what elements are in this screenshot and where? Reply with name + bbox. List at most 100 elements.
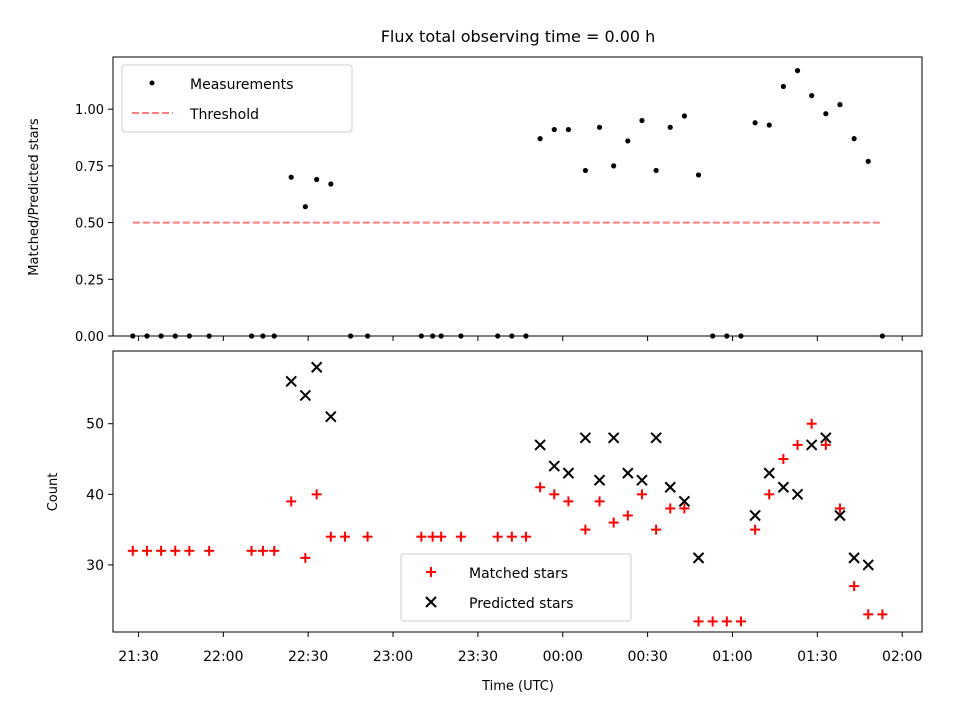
- matched-star-point: [636, 489, 647, 500]
- measurement-point: [288, 174, 294, 180]
- x-tick-label: 00:30: [627, 649, 667, 665]
- matched-star-point: [608, 517, 619, 528]
- predicted-star-point: [325, 410, 337, 423]
- matched-star-point: [520, 531, 531, 542]
- matched-star-point: [877, 609, 888, 620]
- predicted-star-point: [607, 432, 620, 444]
- top-legend: Measurements Threshold: [121, 64, 353, 133]
- measurement-point: [537, 136, 543, 142]
- matched-star-point: [792, 439, 803, 450]
- predicted-star-point: [692, 552, 705, 564]
- matched-star-point: [863, 609, 874, 620]
- predicted-star-point: [534, 439, 546, 451]
- bottom-y-tick-label: 30: [86, 558, 104, 574]
- top-legend-box: [121, 64, 353, 133]
- measurement-point: [865, 158, 871, 164]
- top-y-tick-label: 1.00: [75, 103, 104, 118]
- predicted-star-point: [593, 474, 606, 486]
- legend-matched-label: Matched stars: [469, 566, 568, 582]
- matched-star-point: [594, 496, 605, 507]
- predicted-star-point: [749, 509, 761, 522]
- matched-star-point: [778, 454, 789, 465]
- matched-star-point: [427, 531, 438, 542]
- matched-star-point: [806, 418, 817, 429]
- matched-star-point: [269, 545, 280, 556]
- measurement-point: [837, 102, 843, 108]
- measurement-point: [752, 120, 758, 126]
- matched-star-point: [693, 616, 704, 627]
- predicted-star-point: [834, 509, 846, 522]
- predicted-star-point: [862, 559, 874, 571]
- measurement-point: [314, 176, 320, 183]
- predicted-star-point: [763, 467, 775, 479]
- measurement-point: [302, 204, 308, 210]
- matched-star-point: [549, 489, 560, 500]
- predicted-star-point: [622, 467, 634, 479]
- matched-star-point: [492, 531, 503, 542]
- measurement-point: [653, 167, 659, 174]
- matched-star-point: [563, 496, 574, 507]
- bottom-x-axis: 21:30 22:00 22:30 23:00 23:30 00:00 00:30 01:00…: [118, 632, 922, 665]
- measurement-point: [639, 117, 645, 124]
- bottom-plot-area: [127, 361, 888, 627]
- predicted-star-point: [579, 432, 592, 444]
- measurement-point: [695, 172, 702, 178]
- matched-star-point: [127, 545, 138, 556]
- matched-star-point: [750, 524, 761, 535]
- matched-star-point: [622, 510, 633, 521]
- predicted-star-point: [848, 552, 860, 564]
- x-tick-label: 23:00: [373, 649, 413, 665]
- legend-measurements-marker: [149, 80, 155, 86]
- x-tick-label: 00:00: [543, 649, 583, 665]
- x-tick-label: 23:30: [458, 649, 498, 665]
- legend-predicted-marker: [425, 596, 437, 608]
- predicted-star-point: [650, 432, 662, 444]
- matched-star-point: [651, 524, 662, 535]
- matched-star-point: [184, 545, 195, 556]
- top-x-axis-ticks: [137, 336, 903, 341]
- predicted-star-point: [777, 481, 790, 493]
- x-tick-label: 22:30: [288, 649, 328, 665]
- x-tick-label: 01:30: [797, 649, 837, 665]
- x-tick-label: 22:00: [203, 649, 243, 665]
- measurement-point: [681, 113, 687, 119]
- matched-star-point: [362, 531, 373, 542]
- matched-star-point: [246, 545, 257, 556]
- matched-star-point: [170, 545, 181, 556]
- measurement-point: [823, 111, 829, 117]
- x-tick-label: 21:30: [118, 649, 158, 665]
- matched-star-point: [707, 616, 718, 627]
- bottom-legend-box: [400, 553, 632, 622]
- matched-star-point: [679, 503, 690, 514]
- matched-star-point: [300, 552, 311, 563]
- top-y-tick-label: 0.50: [75, 217, 104, 232]
- predicted-star-point: [299, 389, 312, 402]
- matched-star-point: [257, 545, 268, 556]
- measurement-point: [667, 124, 673, 130]
- measurement-point: [565, 126, 572, 133]
- matched-star-point: [506, 531, 517, 542]
- matched-star-point: [455, 531, 466, 542]
- top-plot-area: [130, 68, 885, 339]
- top-y-axis-label: Matched/Predicted stars: [27, 118, 42, 276]
- measurement-point: [794, 68, 801, 74]
- matched-star-point: [436, 531, 447, 542]
- measurement-point: [766, 122, 772, 128]
- top-y-tick-label: 0.00: [75, 330, 104, 345]
- matched-star-point: [311, 489, 322, 500]
- legend-measurements-label: Measurements: [190, 77, 293, 93]
- top-y-tick-label: 0.75: [75, 160, 104, 175]
- matched-star-point: [580, 524, 591, 535]
- predicted-star-point: [562, 467, 575, 479]
- matched-star-point: [416, 531, 427, 542]
- matched-star-point: [721, 616, 732, 627]
- top-y-tick-label: 0.25: [75, 273, 104, 288]
- top-axes-frame: [112, 56, 923, 337]
- matched-star-point: [820, 439, 831, 450]
- x-tick-label: 02:00: [882, 649, 922, 665]
- bottom-y-tick-label: 40: [86, 487, 104, 503]
- predicted-star-point: [664, 481, 676, 493]
- measurement-point: [328, 181, 334, 187]
